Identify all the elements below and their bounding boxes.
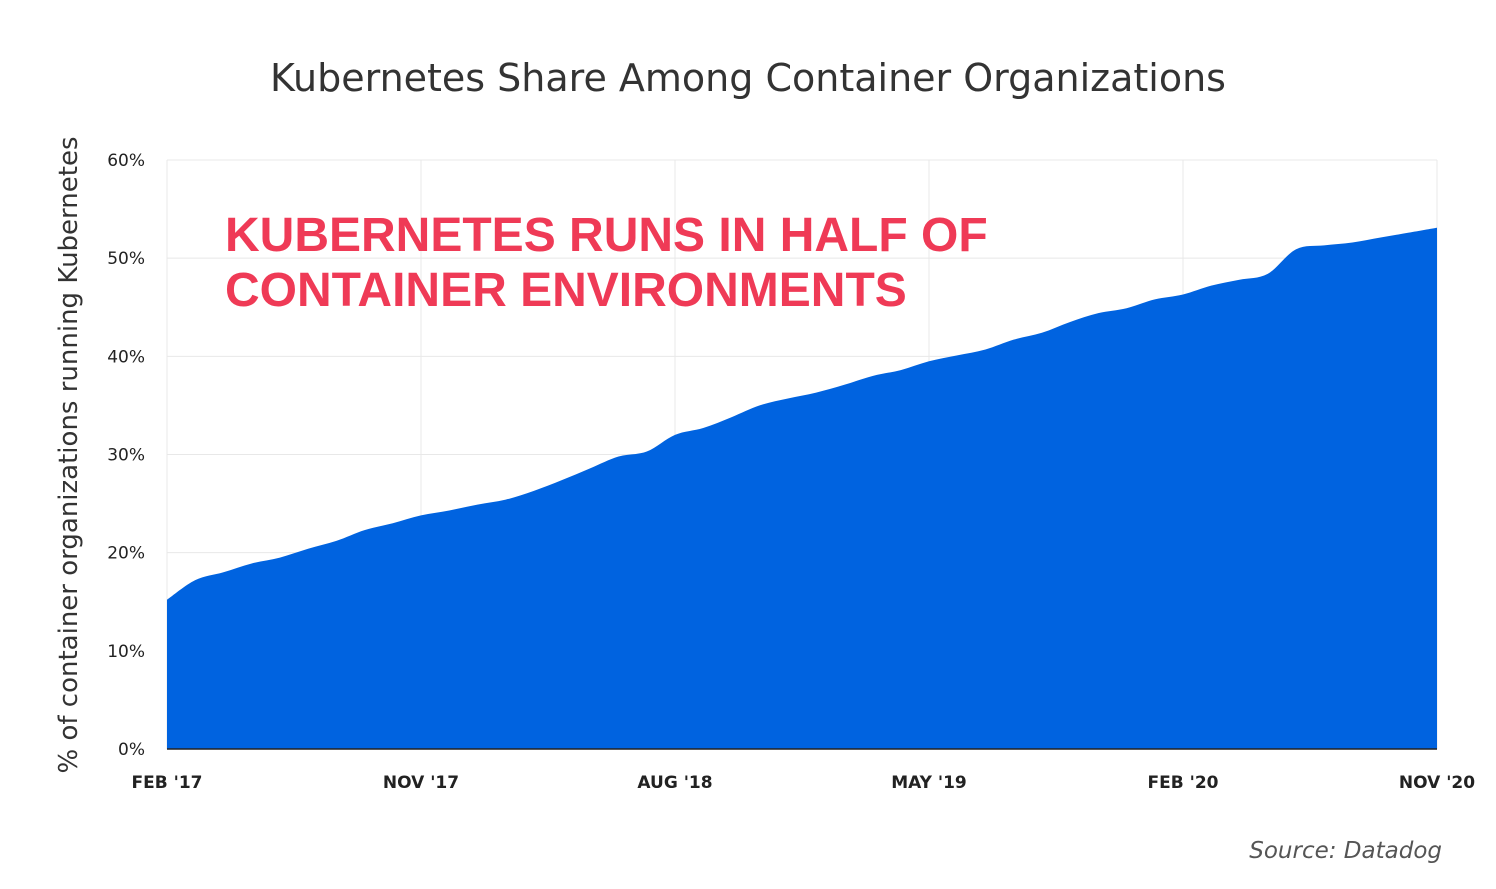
x-tick-label: MAY '19 <box>891 773 967 793</box>
y-tick-label: 10% <box>107 642 145 662</box>
x-tick-label: AUG '18 <box>637 773 712 793</box>
area-series <box>167 227 1437 750</box>
y-tick-label: 50% <box>107 249 145 269</box>
y-tick-label: 40% <box>107 347 145 367</box>
x-axis-ticks: FEB '17 NOV '17 AUG '18 MAY '19 FEB '20 NOV '… <box>132 773 1476 793</box>
y-tick-label: 30% <box>107 446 145 466</box>
y-tick-label: 20% <box>107 544 145 564</box>
x-tick-label: NOV '20 <box>1399 773 1475 793</box>
x-tick-label: FEB '20 <box>1148 773 1219 793</box>
annotation-line-2: CONTAINER ENVIRONMENTS <box>225 264 907 317</box>
y-tick-label: 60% <box>107 151 145 171</box>
source-label: Source: Datadog <box>1249 838 1442 864</box>
chart-title: Kubernetes Share Among Container Organiz… <box>270 56 1226 100</box>
annotation-line-1: KUBERNETES RUNS IN HALF OF <box>225 209 988 262</box>
x-tick-label: NOV '17 <box>383 773 459 793</box>
y-tick-label: 0% <box>118 740 145 760</box>
y-axis-ticks: 0% 10% 20% 30% 40% 50% 60% <box>107 151 145 760</box>
x-tick-label: FEB '17 <box>132 773 203 793</box>
y-axis-title: % of container organizations running Kub… <box>54 137 84 774</box>
